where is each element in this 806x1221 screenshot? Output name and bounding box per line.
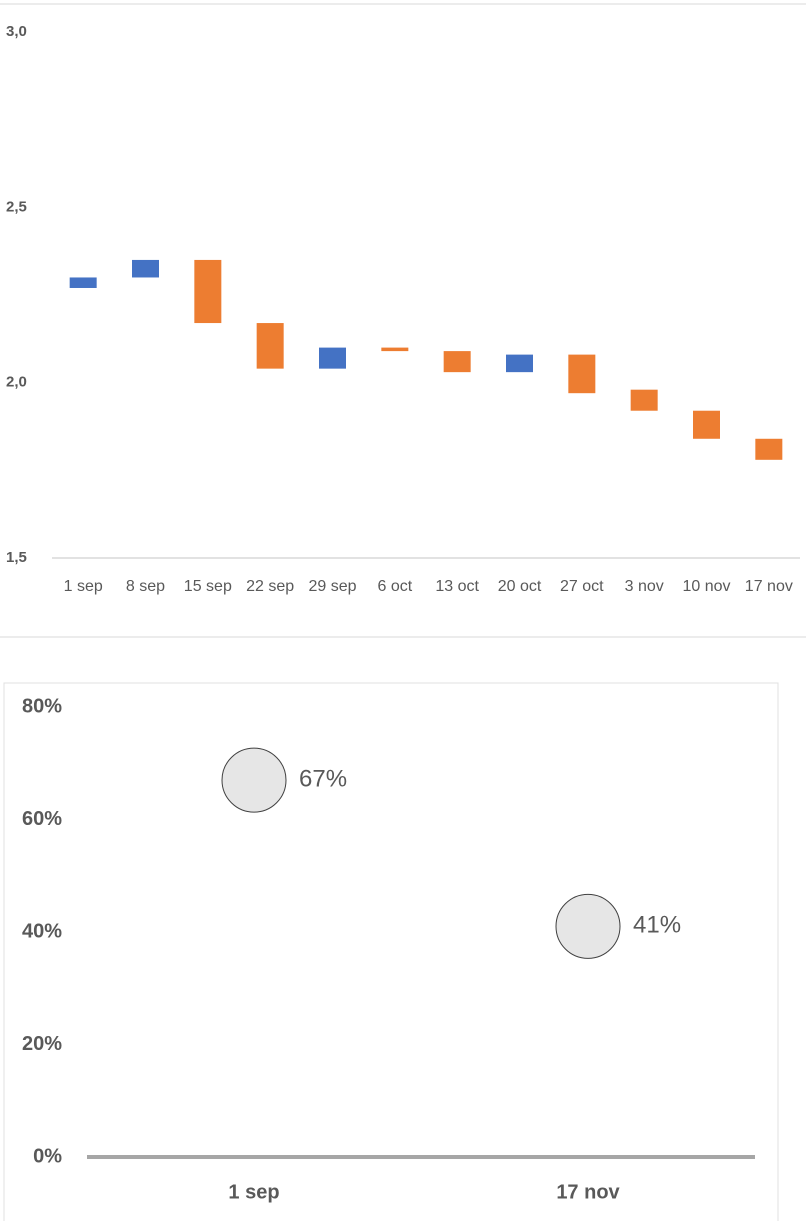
x-tick-label: 10 nov <box>682 578 730 595</box>
y-tick-label: 3,0 <box>6 23 27 40</box>
y-tick-label: 0% <box>33 1145 62 1167</box>
data-label: 67% <box>299 765 347 792</box>
y-tick-label: 20% <box>22 1033 62 1055</box>
data-label: 41% <box>633 912 681 939</box>
x-tick-label: 6 oct <box>377 578 412 595</box>
x-tick-label: 1 sep <box>228 1181 279 1203</box>
bar <box>693 410 720 439</box>
chart-1: 3,0 2,5 2,0 1,5 1 sep 8 sep 15 sep 22 sep 29 sep… <box>0 3 806 638</box>
x-tick-label: 17 nov <box>556 1181 620 1203</box>
x-tick-label: 27 oct <box>560 578 604 595</box>
bar <box>630 389 658 411</box>
x-tick-label: 15 sep <box>184 578 232 595</box>
x-tick-label: 13 oct <box>435 578 479 595</box>
x-tick-label: 29 sep <box>308 578 356 595</box>
bar <box>568 354 596 394</box>
bar <box>69 277 97 288</box>
x-tick-label: 17 nov <box>745 578 793 595</box>
y-tick-label: 1,5 <box>6 549 27 566</box>
y-tick-label: 80% <box>22 695 62 717</box>
bubble <box>555 893 621 959</box>
x-tick-label: 8 sep <box>126 578 165 595</box>
x-tick-label: 1 sep <box>64 578 103 595</box>
y-tick-label: 40% <box>22 920 62 942</box>
x-tick-label: 22 sep <box>246 578 294 595</box>
bubble <box>221 747 287 813</box>
y-tick-label: 2,0 <box>6 374 27 391</box>
frame <box>3 682 779 1221</box>
bar <box>755 438 783 460</box>
bar <box>256 323 284 369</box>
y-tick-label: 60% <box>22 808 62 830</box>
chart-2: 0% 20% 40% 60% 80% 1 sep 67% 17 nov 41% <box>3 682 779 1221</box>
bar <box>319 347 346 369</box>
bar <box>194 259 222 324</box>
bar <box>381 347 409 352</box>
x-tick-label: 20 oct <box>498 578 542 595</box>
bar <box>132 259 159 278</box>
bar <box>506 354 533 373</box>
y-tick-label: 2,5 <box>6 198 27 215</box>
bar <box>443 351 471 373</box>
x-tick-label: 3 nov <box>625 578 664 595</box>
